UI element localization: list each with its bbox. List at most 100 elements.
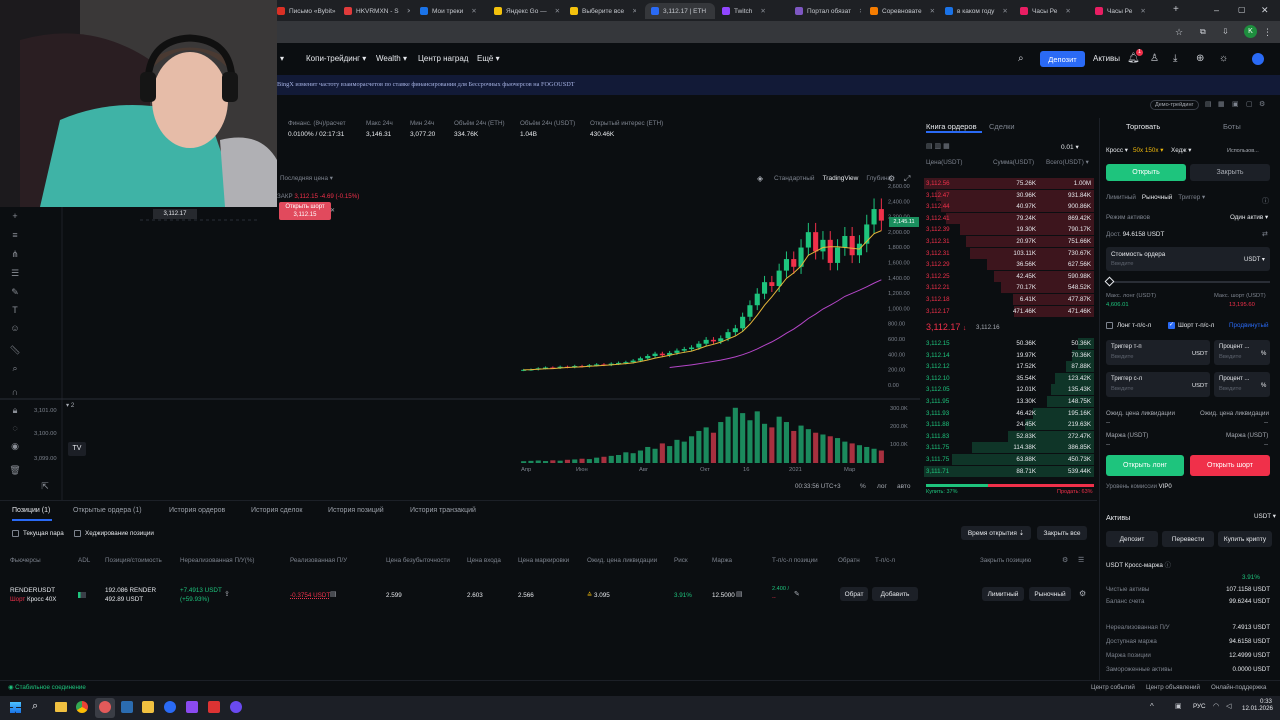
row-settings-icon[interactable]: ⚙ <box>1079 589 1087 598</box>
current-pair-checkbox[interactable] <box>12 530 19 537</box>
ask-row[interactable]: 3,112.47 30.96K 931.84K <box>922 189 1094 202</box>
trigger-sl-input[interactable]: Триггер с-л Введите USDT <box>1106 372 1210 397</box>
bid-row[interactable]: 3,111.95 13.30K 148.75K <box>922 396 1094 408</box>
eye-tool-icon[interactable]: ◉ <box>11 441 19 451</box>
close-all-button[interactable]: Закрыть все <box>1037 526 1087 540</box>
positions-tab[interactable]: История транзакций <box>410 507 476 514</box>
nav-item-prev-menu[interactable]: ▾ <box>280 54 285 63</box>
bid-row[interactable]: 3,112.12 17.52K 87.88K <box>922 361 1094 373</box>
close-tab-icon[interactable]: ✕ <box>1065 8 1071 15</box>
browser-tab[interactable]: Мои треки ✕ <box>420 3 486 19</box>
open-short-tag[interactable]: Открыть шорт 3,112.15 <box>279 202 331 220</box>
close-window-icon[interactable]: ✕ <box>1261 5 1269 15</box>
grid-icon[interactable]: ▦ <box>1218 101 1225 108</box>
nav-item-rewards[interactable]: Центр наград <box>418 54 469 63</box>
browser-tab[interactable]: Яндекс Go — ✕ <box>494 3 560 19</box>
bid-row[interactable]: 3,111.75 63.88K 450.73K <box>922 454 1094 466</box>
pos-rpnl[interactable]: -0.3754 USDT <box>290 592 331 599</box>
view-tradingview[interactable]: TradingView <box>822 175 859 182</box>
tab-bots[interactable]: Боты <box>1223 122 1241 131</box>
close-tab-icon[interactable]: ✕ <box>714 7 715 15</box>
ask-row[interactable]: 3,112.56 75.26K 1.00M <box>922 178 1094 190</box>
browser-tab[interactable]: Часы Ре ✕ <box>1020 3 1086 19</box>
brush-tool-icon[interactable]: ✎ <box>11 287 19 297</box>
new-tab-icon[interactable]: + <box>1173 4 1179 15</box>
advanced-link[interactable]: Продвинутый <box>1229 322 1269 329</box>
pos-symbol[interactable]: RENDERUSDT <box>10 587 56 594</box>
nav-item-copy-trading[interactable]: Копи-трейдинг ▾ <box>306 54 367 63</box>
close-tab-icon[interactable]: ✕ <box>1140 8 1146 15</box>
app-icon[interactable] <box>186 701 198 713</box>
announcement-banner[interactable]: BingX изменит частоту взаиморасчетов по … <box>0 75 1280 95</box>
trendline-tool-icon[interactable]: ≡ <box>12 230 18 240</box>
bid-row[interactable]: 3,112.15 50.36K 50.36K <box>922 338 1094 350</box>
assets-link[interactable]: Активы <box>1093 54 1121 63</box>
transfer-icon[interactable]: ⇄ <box>1262 231 1268 238</box>
use-select[interactable]: Использов... <box>1227 148 1259 154</box>
positions-tab[interactable]: Открытые ордера (1) <box>73 507 142 514</box>
sl-percent-input[interactable]: Процент ... Введите % <box>1214 372 1270 397</box>
limit-close-button[interactable]: Лимитный <box>982 587 1024 601</box>
browser-tab[interactable]: Портал обязат ✕ <box>795 3 861 19</box>
positions-tab[interactable]: Позиции (1) <box>12 507 51 514</box>
windows-start-icon[interactable] <box>10 702 21 713</box>
star-icon[interactable]: ☆ <box>1175 27 1184 37</box>
ruler-tool-icon[interactable]: 📏︎ <box>9 345 21 355</box>
price-chart[interactable]: Последняя цена ▾ ◈ Стандартный TradingVi… <box>0 170 920 500</box>
percent-scale-toggle[interactable]: % <box>860 483 866 490</box>
browser-menu-icon[interactable]: ⋮ <box>1263 27 1272 37</box>
clock[interactable]: 0:33 12.01.2026 <box>1242 698 1273 712</box>
bid-row[interactable]: 3,111.71 88.71K 539.44K <box>922 465 1094 478</box>
info-icon[interactable]: ⓘ <box>1262 198 1269 205</box>
tab-order-book[interactable]: Книга ордеров <box>926 122 977 131</box>
ask-row[interactable]: 3,112.44 40.97K 900.86K <box>922 201 1094 213</box>
ob-header-total[interactable]: Всего(USDT) ▾ <box>1046 159 1089 166</box>
chrome-icon[interactable] <box>76 701 88 713</box>
asset-mode-select[interactable]: Один актив ▾ <box>1230 214 1269 221</box>
close-tab-icon[interactable]: ✕ <box>929 8 936 15</box>
bell-icon[interactable]: 🔔︎ <box>1127 53 1140 64</box>
order-type-market[interactable]: Рыночный <box>1141 194 1173 201</box>
minimize-icon[interactable]: – <box>1214 5 1220 15</box>
columns-settings-icon[interactable]: ⚙ <box>1062 557 1069 564</box>
browser-tab[interactable]: в каком году ✕ <box>945 3 1011 19</box>
reverse-button[interactable]: Обрат <box>840 587 868 601</box>
demo-trading-toggle[interactable]: Демо-трейдинг <box>1150 100 1199 110</box>
book-view-icon[interactable]: ▤ ▥ ▦ <box>926 143 950 150</box>
bid-row[interactable]: 3,112.14 19.97K 70.36K <box>922 349 1094 362</box>
order-type-limit[interactable]: Лимитный <box>1106 194 1136 201</box>
positions-tab[interactable]: История позиций <box>328 507 384 514</box>
assets-transfer-button[interactable]: Перевести <box>1162 531 1214 547</box>
wifi-icon[interactable]: ◠ <box>1213 703 1220 710</box>
sort-select[interactable]: Время открытия ⇣ <box>961 526 1031 540</box>
rpnl-detail-icon[interactable]: ▤ <box>330 591 337 598</box>
close-tab-button[interactable]: Закрыть <box>1190 164 1270 181</box>
search-icon[interactable]: ⌕ <box>1018 53 1024 64</box>
size-slider[interactable] <box>1106 281 1270 283</box>
support-link[interactable]: Онлайн-поддержка <box>1211 684 1267 691</box>
tray-app-icon[interactable]: ▣ <box>1175 703 1182 710</box>
chart-settings-icon[interactable]: ⚙ <box>888 174 896 183</box>
crosshair-tool-icon[interactable]: + <box>12 211 18 221</box>
close-tab-icon[interactable]: ✕ <box>471 8 477 15</box>
pitchfork-tool-icon[interactable]: ⋔ <box>11 249 19 259</box>
open-tab-button[interactable]: Открыть <box>1106 164 1186 181</box>
bid-row[interactable]: 3,111.88 24.45K 219.63K <box>922 419 1094 431</box>
indicator-collapse[interactable]: ▾ 2 <box>66 402 75 409</box>
events-link[interactable]: Центр событий <box>1091 684 1135 691</box>
panel-icon[interactable]: ▣ <box>1232 101 1239 108</box>
announcements-link[interactable]: Центр объявлений <box>1146 684 1200 691</box>
maximize-icon[interactable]: ▢ <box>1238 5 1246 14</box>
fullscreen-icon[interactable]: ▢ <box>1246 101 1253 108</box>
ask-row[interactable]: 3,112.17 471.46K 471.46K <box>922 305 1094 318</box>
ask-row[interactable]: 3,112.39 19.30K 790.17K <box>922 224 1094 236</box>
columns-list-icon[interactable]: ☰ <box>1078 557 1085 564</box>
leverage-select[interactable]: 50x 150x ▾ <box>1133 147 1164 154</box>
close-tab-icon[interactable]: ✕ <box>1002 8 1008 15</box>
browser-tab[interactable]: Часы Ре ✕ <box>1095 3 1161 19</box>
ask-row[interactable]: 3,112.31 20.97K 751.66K <box>922 236 1094 248</box>
assets-currency-select[interactable]: USDT ▾ <box>1254 513 1276 520</box>
log-scale-toggle[interactable]: лог <box>877 483 887 490</box>
browser-tab[interactable]: 3,112.17 | ETH ✕ <box>645 3 715 19</box>
extensions-icon[interactable]: ⧉ <box>1200 27 1206 36</box>
